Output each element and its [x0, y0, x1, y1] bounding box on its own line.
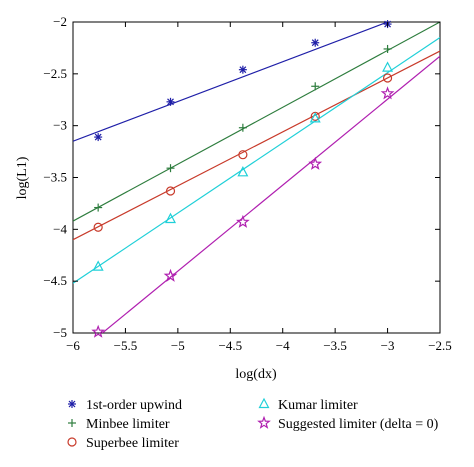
data-point-kumar-limiter: [92, 260, 104, 271]
data-point-superbee-limiter: [382, 73, 393, 83]
x-tick-label: −5: [171, 338, 185, 353]
data-point-minbee-limiter: [166, 164, 175, 173]
data-point-kumar-limiter: [309, 112, 321, 123]
y-tick-label: −3.5: [43, 170, 67, 185]
y-tick-label: −2: [53, 14, 67, 29]
fit-line-1st-order-upwind: [73, 22, 388, 142]
fit-line-suggested-limiter-delta-0: [101, 55, 440, 333]
x-tick-label: −4.5: [218, 338, 242, 353]
x-tick-label: −3: [381, 338, 395, 353]
data-point-superbee-limiter: [165, 186, 176, 196]
data-point-minbee-limiter: [94, 203, 103, 212]
legend-label-superbee-limiter: Superbee limiter: [86, 436, 179, 451]
fit-line-minbee-limiter: [73, 22, 440, 222]
legend-marker-minbee-limiter: [68, 419, 76, 427]
legend-marker-superbee-limiter: [67, 437, 77, 447]
x-tick-label: −6: [66, 338, 80, 353]
data-point-minbee-limiter: [383, 44, 392, 53]
data-point-1st-order-upwind: [94, 133, 103, 142]
y-axis-title: log(L1): [15, 156, 30, 199]
data-point-1st-order-upwind: [311, 38, 320, 47]
y-tick-label: −5: [53, 325, 67, 340]
fit-line-kumar-limiter: [73, 37, 440, 284]
x-tick-label: −5.5: [114, 338, 138, 353]
data-point-1st-order-upwind: [238, 65, 247, 74]
x-tick-label: −3.5: [323, 338, 347, 353]
data-point-minbee-limiter: [238, 123, 247, 132]
data-point-superbee-limiter: [238, 150, 248, 160]
legend-label-1st-order-upwind: 1st-order upwind: [86, 398, 182, 413]
legend-marker-suggested-limiter-delta-0: [257, 415, 271, 429]
y-tick-label: −2.5: [43, 66, 67, 81]
legend-label-minbee-limiter: Minbee limiter: [86, 417, 170, 432]
data-point-superbee-limiter: [93, 222, 103, 232]
data-point-suggested-limiter-delta-0: [163, 268, 178, 282]
y-tick-label: −4.5: [43, 273, 67, 288]
data-point-kumar-limiter: [165, 212, 177, 224]
legend-marker-kumar-limiter: [258, 397, 270, 409]
data-point-suggested-limiter-delta-0: [308, 156, 323, 170]
data-point-1st-order-upwind: [166, 97, 175, 106]
data-point-minbee-limiter: [311, 82, 320, 91]
legend-label-kumar-limiter: Kumar limiter: [278, 398, 358, 413]
x-axis-title: log(dx): [235, 367, 277, 382]
legend: 1st-order upwind Minbee limiter Superbee l…: [67, 397, 439, 451]
data-point-kumar-limiter: [237, 166, 249, 177]
x-tick-label: −4: [276, 338, 290, 353]
x-tick-label: −2.5: [428, 338, 452, 353]
y-tick-label: −3: [53, 118, 67, 133]
data-point-suggested-limiter-delta-0: [380, 86, 395, 100]
legend-marker-1st-order-upwind: [68, 400, 76, 408]
plot-area: [72, 20, 441, 338]
x-axis-ticks: −6 −5.5 −5 −4.5 −4 −3.5 −3 −2.5: [66, 22, 452, 353]
data-point-suggested-limiter-delta-0: [236, 214, 250, 228]
legend-label-suggested-limiter-delta-0: Suggested limiter (delta = 0): [278, 417, 439, 432]
data-point-kumar-limiter: [382, 61, 394, 72]
y-tick-label: −4: [53, 221, 67, 236]
data-point-suggested-limiter-delta-0: [91, 324, 106, 338]
fit-line-superbee-limiter: [73, 50, 440, 241]
y-axis-ticks: −5 −4.5 −4 −3.5 −3 −2.5 −2: [43, 14, 440, 340]
